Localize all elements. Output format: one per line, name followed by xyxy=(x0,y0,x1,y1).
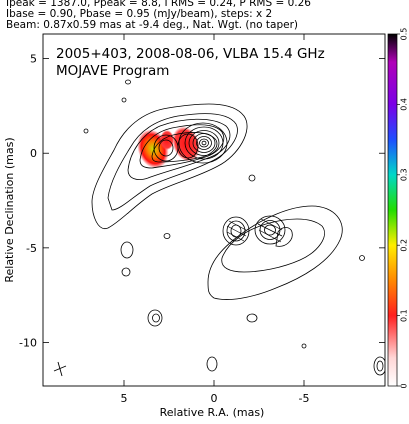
x-tick-label: 5 xyxy=(121,392,128,405)
header-line-beam: Beam: 0.87x0.59 mas at -9.4 deg., Nat. W… xyxy=(6,19,299,31)
colorbar-tick-label: 0.5 xyxy=(400,28,409,41)
colorbar-tick-label: 0.2 xyxy=(400,239,409,252)
contour-3 xyxy=(127,118,231,180)
noise-5 xyxy=(152,313,160,323)
knot-contour-2 xyxy=(158,139,174,157)
component-2-inner xyxy=(264,224,276,236)
plot-annotation-program: MOJAVE Program xyxy=(56,63,169,79)
noise-8 xyxy=(359,255,365,261)
jet-contours xyxy=(83,79,385,376)
contour-5 xyxy=(151,132,218,163)
core-contour-2 xyxy=(184,126,224,160)
noise-13 xyxy=(301,343,307,349)
colorbar-tick-label: 0.4 xyxy=(400,98,409,111)
beam-marker xyxy=(53,361,67,377)
x-axis-label: Relative R.A. (mas) xyxy=(160,406,265,419)
noise-1 xyxy=(163,233,171,239)
contour-south-2 xyxy=(221,218,325,273)
plot-header: Ipeak = 1387.0, Ppeak = 8.8, I RMS = 0.2… xyxy=(6,0,406,31)
noise-3 xyxy=(121,267,131,277)
component-2-outer xyxy=(254,215,286,245)
image-area xyxy=(53,79,385,377)
colorbar-tick-label: 0.3 xyxy=(400,168,409,181)
contour-lowest xyxy=(91,103,248,229)
core-contour-4 xyxy=(192,133,216,153)
colorbar-tick-label: 0.1 xyxy=(400,309,409,322)
component-hatching xyxy=(226,218,283,243)
y-tick-label: 0 xyxy=(30,147,37,160)
core-contour-5 xyxy=(196,136,212,150)
noise-4 xyxy=(147,309,163,327)
contour-2 xyxy=(107,113,238,211)
noise-11 xyxy=(125,79,131,85)
y-axis-ticks: 5 0 -5 -10 xyxy=(19,53,385,349)
noise-10 xyxy=(83,128,89,134)
header-line-base: Ibase = 0.90, Pbase = 0.95 (mJy/beam), s… xyxy=(6,8,273,20)
y-axis-label: Relative Declination (mas) xyxy=(3,137,16,282)
colorbar-tick-label: 0 xyxy=(400,383,409,388)
x-tick-label: -5 xyxy=(299,392,310,405)
x-axis-ticks: 5 0 -5 xyxy=(121,34,310,405)
noise-12 xyxy=(121,97,127,103)
noise-15 xyxy=(376,360,384,372)
component-1-mid xyxy=(226,220,246,242)
noise-2 xyxy=(120,241,134,259)
y-tick-label: -10 xyxy=(19,336,37,349)
y-tick-label: -5 xyxy=(26,242,37,255)
x-tick-label: 0 xyxy=(211,392,218,405)
core-contour-7 xyxy=(201,140,207,146)
core-contour-1 xyxy=(178,122,228,164)
plot-annotation-source: 2005+403, 2008-08-06, VLBA 15.4 GHz xyxy=(56,46,325,62)
noise-14 xyxy=(373,356,385,376)
contour-south-lobe xyxy=(207,205,343,300)
noise-7 xyxy=(246,313,258,323)
noise-6 xyxy=(206,356,218,372)
plot-frame xyxy=(42,33,386,387)
header-line-peaks: Ipeak = 1387.0, Ppeak = 8.8, I RMS = 0.2… xyxy=(6,0,311,9)
noise-9 xyxy=(248,174,256,182)
colorbar-ticks: 0 0.1 0.2 0.3 0.4 0.5 xyxy=(397,28,409,389)
component-2-ext xyxy=(275,227,293,247)
y-tick-label: 5 xyxy=(30,53,37,66)
knot-contour-3 xyxy=(177,133,199,159)
core-contour-6 xyxy=(199,138,209,148)
component-1-outer xyxy=(222,216,250,246)
contour-4 xyxy=(139,124,225,169)
colorbar xyxy=(387,33,398,387)
core-contour-3 xyxy=(188,130,220,156)
